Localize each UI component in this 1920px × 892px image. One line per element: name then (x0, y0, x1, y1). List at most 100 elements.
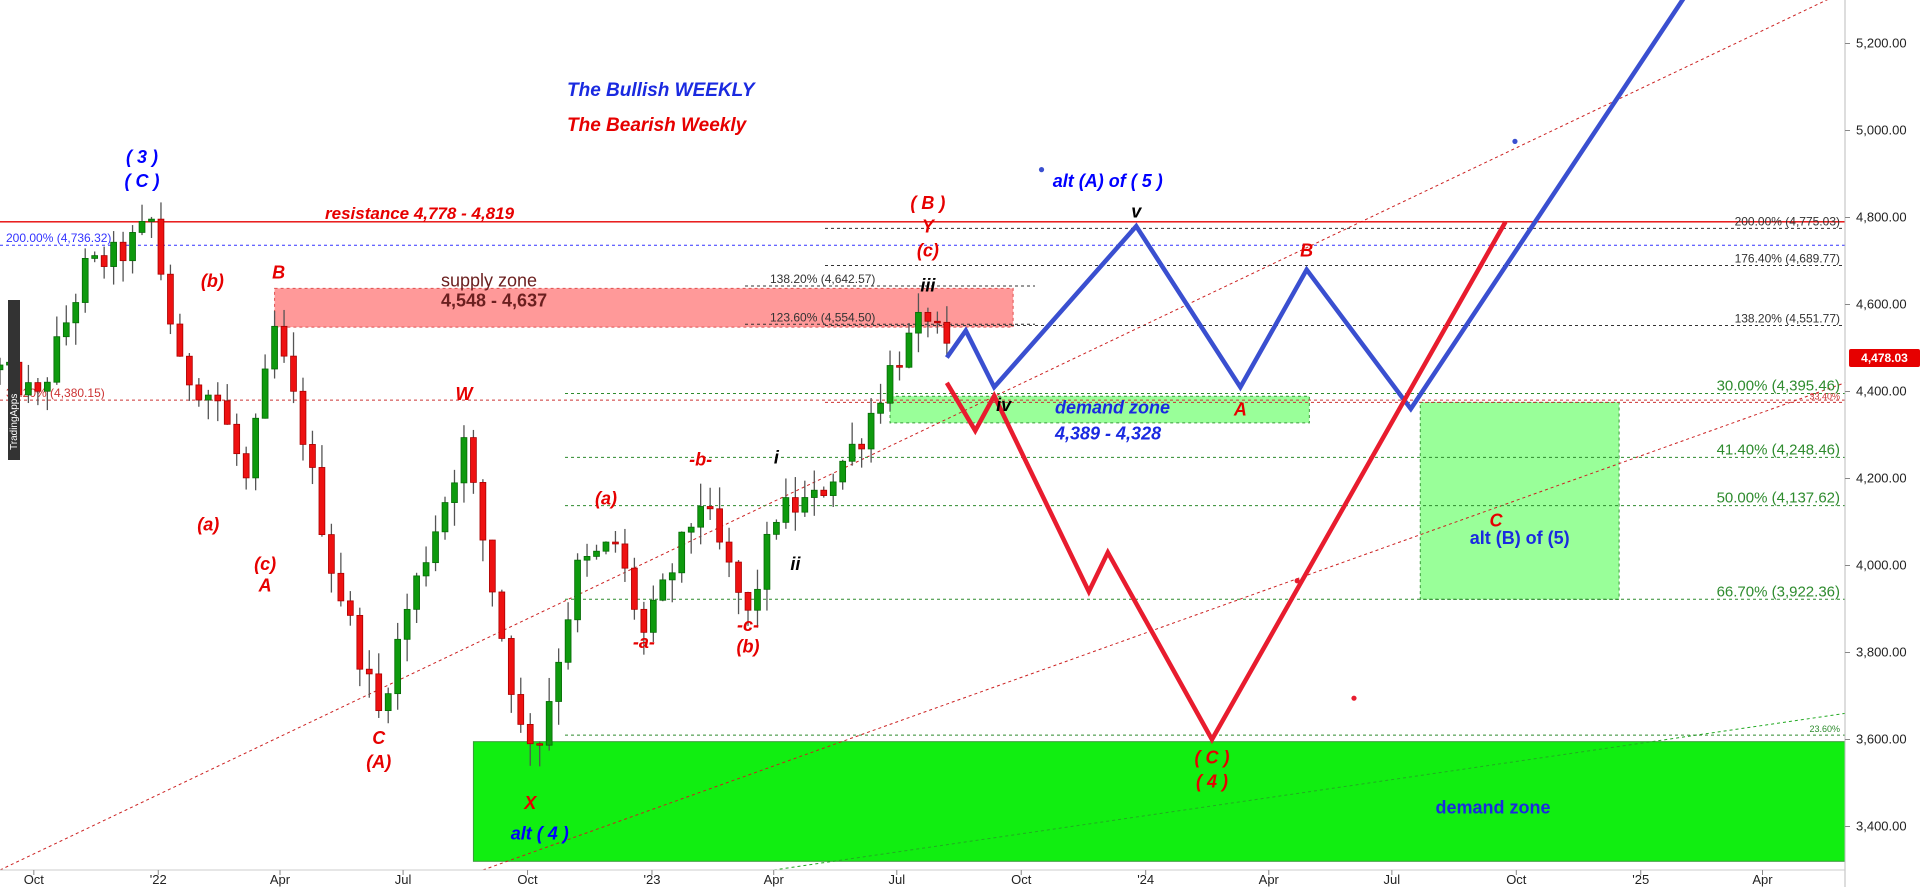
x-tick-label: '22 (150, 872, 167, 887)
wave-label-9: (A) (366, 752, 391, 772)
wave-label-20: (c) (917, 241, 939, 261)
candle-body (44, 381, 51, 392)
candle-body (280, 325, 288, 357)
y-tick-label: 5,200.00 (1856, 36, 1907, 51)
candle-body (328, 534, 335, 574)
candle-body (157, 218, 165, 275)
wave-label-25: v (1131, 202, 1142, 222)
candle-body (545, 701, 553, 746)
candle-body (356, 614, 364, 670)
wave-label-16: (b) (737, 637, 760, 657)
candle-body (631, 567, 638, 610)
candle-body (782, 497, 790, 523)
wave-label-0: ( 3 ) (126, 147, 158, 167)
candle-body (829, 481, 837, 496)
candle-body (763, 533, 771, 590)
level-label-6: 123.60% (4,554.50) (770, 310, 875, 324)
candle-body (659, 579, 667, 601)
wave-label-24: alt (A) of ( 5 ) (1053, 171, 1163, 191)
candle-body (668, 572, 676, 581)
candle-body (792, 497, 799, 513)
wave-label-29: ( C ) (1194, 747, 1229, 767)
wave-label-4: (a) (197, 515, 219, 535)
candle-body (507, 638, 515, 695)
candle-body (460, 437, 468, 484)
candle-body (176, 323, 184, 357)
x-tick-label: Oct (517, 872, 538, 887)
candle-body (839, 460, 847, 483)
candle-body (470, 437, 477, 483)
candle-body (337, 572, 345, 602)
candle-body (905, 332, 913, 368)
candle-body (81, 258, 89, 303)
x-tick-label: '23 (643, 872, 660, 887)
candle-body (621, 543, 629, 569)
candle-body (858, 443, 865, 450)
candle-body (62, 322, 70, 338)
supply-zone (274, 287, 1014, 328)
candle-body (640, 608, 648, 633)
y-tick-label: 3,400.00 (1856, 819, 1907, 834)
wave-label-8: C (372, 728, 386, 748)
candle-body (148, 218, 155, 222)
wave-label-23: iv (996, 395, 1012, 415)
y-tick-label: 4,400.00 (1856, 384, 1907, 399)
wave-label-10: X (523, 793, 537, 813)
candle-body (877, 402, 884, 414)
wave-label-7: W (455, 384, 474, 404)
candle-body (867, 412, 875, 450)
candle-body (138, 221, 146, 233)
demand-zone-low (472, 741, 1846, 862)
candle-body (91, 255, 99, 259)
y-axis-panel (1845, 0, 1920, 887)
candle-body (375, 673, 383, 712)
candle-body (346, 600, 354, 616)
x-tick-label: Jul (1384, 872, 1401, 887)
wave-label-18: ii (790, 554, 801, 574)
candle-body (394, 638, 402, 695)
candle-body (100, 255, 108, 267)
wave-label-14: -b- (689, 449, 712, 469)
candle-body (943, 321, 951, 344)
candle-body (432, 531, 439, 564)
wave-label-22: ( B ) (910, 193, 945, 213)
alt-b-zone (1419, 401, 1620, 600)
candle-body (896, 365, 903, 368)
candle-body (441, 502, 449, 533)
candle-body (536, 743, 544, 746)
candle-body (583, 555, 591, 561)
wave-label-6: A (258, 576, 272, 596)
y-tick-label: 3,800.00 (1856, 645, 1907, 660)
candle-body (886, 365, 894, 404)
bullish-path (945, 0, 1686, 413)
candle-body (271, 325, 278, 370)
candle-body (820, 489, 828, 496)
candle-body (299, 390, 307, 445)
demand-zone-mid-range: 4,389 - 4,328 (1054, 424, 1161, 444)
candle-body (489, 539, 496, 593)
candle-body (678, 531, 686, 574)
candle-body (716, 508, 723, 543)
trend-line-2 (773, 712, 1846, 871)
wave-label-2: (b) (201, 271, 224, 291)
level-label-12: 66.70% (3,922.36) (1717, 583, 1840, 600)
candle-body (915, 311, 922, 334)
marker-dot-0 (1038, 167, 1045, 173)
candle-body (214, 394, 222, 402)
wave-label-13: -a- (633, 632, 655, 652)
candle-body (309, 444, 316, 468)
wave-label-28: C (1490, 510, 1504, 530)
candle-body (725, 541, 733, 563)
candle-body (0, 364, 4, 371)
candle-body (773, 521, 780, 535)
candle-body (517, 694, 525, 725)
wave-label-1: ( C ) (125, 171, 160, 191)
level-label-9: 33.40% (1809, 391, 1840, 401)
level-label-7: 138.20% (4,551.77) (1735, 311, 1840, 325)
candle-body (687, 526, 695, 533)
candle-body (754, 588, 761, 611)
candle-body (744, 591, 752, 611)
candle-body (53, 336, 61, 383)
